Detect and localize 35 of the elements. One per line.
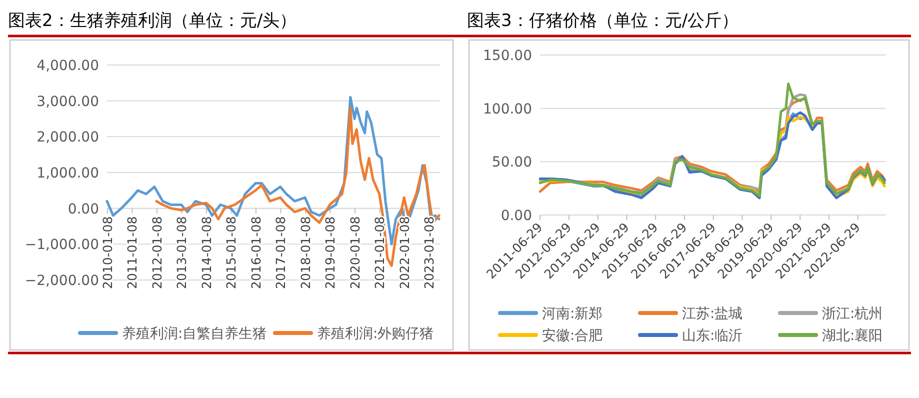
legend-label: 江苏:盐城 <box>682 306 743 322</box>
legend-label: 养殖利润:外购仔猪 <box>317 326 434 342</box>
x-tick-label: 2018-01-08 <box>298 216 313 289</box>
y-tick-label: 2,000.00 <box>36 130 99 146</box>
y-tick-label: −1,000.00 <box>24 237 99 254</box>
x-tick-label: 2013-01-08 <box>174 216 190 289</box>
x-tick-label: 2021-01-08 <box>372 216 388 289</box>
x-tick-label: 2014-01-08 <box>198 216 214 289</box>
legend-label: 河南:新郑 <box>542 306 603 322</box>
x-tick-label: 2010-01-08 <box>100 216 115 289</box>
x-tick-label: 2015-01-08 <box>224 216 239 289</box>
y-tick-label: 50.00 <box>492 154 532 171</box>
y-tick-label: 150.00 <box>483 48 532 64</box>
x-tick-label: 2023-01-08 <box>422 216 437 289</box>
y-tick-label: 4,000.00 <box>36 58 99 74</box>
y-tick-label: −2,000.00 <box>24 273 99 289</box>
chart-title: 图表2：生猪养殖利润（单位：元/头） <box>8 11 297 31</box>
legend-label: 养殖利润:自繁自养生猪 <box>122 326 267 342</box>
y-tick-label: 3,000.00 <box>36 94 99 110</box>
legend-label: 安徽:合肥 <box>542 328 603 344</box>
chart-title: 图表3：仔猪价格（单位：元/公斤） <box>467 11 739 31</box>
x-tick-label: 2022-01-08 <box>396 216 412 289</box>
x-tick-label: 2020-01-08 <box>347 216 362 289</box>
legend-label: 浙江:杭州 <box>822 306 883 322</box>
y-tick-label: 100.00 <box>483 101 532 118</box>
x-tick-label: 2012-01-08 <box>149 216 164 289</box>
y-tick-label: 0.00 <box>500 208 532 224</box>
x-tick-label: 2017-01-08 <box>273 216 288 289</box>
y-tick-label: 1,000.00 <box>36 166 99 182</box>
x-tick-label: 2019-01-08 <box>322 216 338 289</box>
x-tick-label: 2016-01-08 <box>248 216 264 289</box>
x-tick-label: 2011-01-08 <box>124 216 140 289</box>
y-tick-label: 0.00 <box>68 201 99 218</box>
legend-label: 湖北:襄阳 <box>822 328 883 344</box>
legend-label: 山东:临沂 <box>682 328 743 344</box>
